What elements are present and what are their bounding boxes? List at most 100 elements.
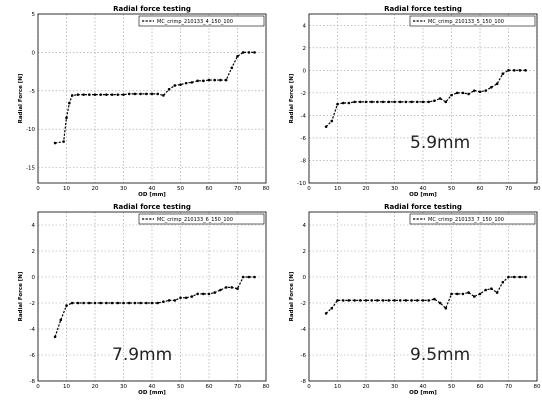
y-axis-label: Radial Force [N] bbox=[289, 73, 295, 123]
data-point bbox=[196, 79, 199, 83]
data-point bbox=[353, 299, 356, 302]
y-tick-label: -5 bbox=[30, 89, 36, 95]
data-point bbox=[467, 291, 470, 294]
y-tick-label: -2 bbox=[301, 91, 306, 97]
data-point bbox=[364, 100, 368, 104]
data-point bbox=[438, 301, 442, 305]
data-point bbox=[59, 318, 63, 322]
y-tick-label: 4 bbox=[32, 223, 36, 229]
data-point bbox=[241, 275, 245, 279]
data-point bbox=[133, 301, 137, 305]
data-point bbox=[150, 301, 154, 305]
y-tick-label: 0 bbox=[32, 275, 36, 281]
y-tick-label: -8 bbox=[30, 379, 36, 385]
y-tick-label: 4 bbox=[303, 23, 307, 29]
y-tick-label: 0 bbox=[303, 275, 307, 281]
y-tick-label: -8 bbox=[301, 158, 307, 164]
data-point bbox=[65, 116, 68, 120]
chart-svg: 0 10 20 30 40 50 60 70 80 -15 -10 -5 0 5 Radial force … bbox=[18, 5, 270, 198]
data-point bbox=[76, 301, 80, 305]
legend-label: MC_crimp_210133_6_150_100 bbox=[157, 217, 233, 223]
data-point bbox=[116, 301, 120, 305]
data-point bbox=[387, 299, 391, 302]
chart-title: Radial force testing bbox=[384, 5, 462, 13]
data-point bbox=[381, 100, 385, 104]
x-tick-label: 60 bbox=[477, 384, 484, 390]
legend-label: MC_crimp_210133_5_150_100 bbox=[428, 19, 504, 25]
x-tick-label: 60 bbox=[206, 186, 213, 192]
data-point bbox=[68, 101, 71, 105]
x-tick-label: 30 bbox=[391, 186, 398, 192]
plot-frame bbox=[37, 13, 267, 184]
x-tick-label: 50 bbox=[448, 186, 455, 192]
annotation-label-chart-2: 7.9mm bbox=[112, 345, 173, 365]
data-point bbox=[145, 92, 148, 96]
data-point bbox=[253, 275, 256, 279]
data-point bbox=[93, 93, 97, 96]
data-point bbox=[190, 81, 194, 84]
data-point bbox=[410, 100, 413, 104]
x-tick-label: 80 bbox=[263, 186, 270, 192]
data-point bbox=[167, 87, 171, 91]
data-point bbox=[370, 100, 373, 104]
plot-frame bbox=[308, 13, 538, 184]
legend-box bbox=[138, 15, 265, 27]
y-axis-label: Radial Force [N] bbox=[18, 73, 24, 123]
x-axis-label: OD [mm] bbox=[409, 192, 437, 198]
y-tick-label: 0 bbox=[303, 68, 307, 74]
data-point bbox=[524, 69, 527, 72]
data-point bbox=[524, 275, 527, 279]
x-tick-label: 40 bbox=[420, 384, 427, 390]
y-tick-label: -2 bbox=[301, 301, 306, 307]
x-tick-label: 40 bbox=[149, 384, 156, 390]
data-point bbox=[53, 335, 57, 339]
x-tick-label: 20 bbox=[92, 384, 99, 390]
data-point bbox=[376, 100, 379, 104]
x-tick-label: 50 bbox=[177, 186, 184, 192]
data-point bbox=[341, 299, 345, 302]
data-point bbox=[202, 79, 205, 83]
x-tick-label: 60 bbox=[206, 384, 213, 390]
data-point bbox=[247, 51, 251, 54]
x-tick-label: 10 bbox=[63, 384, 70, 390]
chart-svg: 0 10 20 30 40 50 60 70 80 -8 -6 -4 -2 0 2 4 Radial force… bbox=[289, 203, 541, 396]
data-point bbox=[184, 296, 188, 300]
legend-label: MC_crimp_210133_4_150_100 bbox=[157, 19, 233, 25]
data-point bbox=[404, 299, 408, 302]
data-point bbox=[162, 94, 165, 97]
y-tick-label: 2 bbox=[32, 249, 36, 255]
data-point bbox=[359, 299, 362, 302]
data-point bbox=[467, 92, 470, 96]
data-point bbox=[213, 78, 216, 82]
data-point bbox=[341, 101, 345, 105]
x-tick-label: 10 bbox=[334, 384, 341, 390]
data-point bbox=[404, 100, 408, 104]
x-tick-label: 0 bbox=[36, 186, 40, 192]
x-tick-label: 70 bbox=[234, 186, 241, 192]
x-tick-label: 40 bbox=[149, 186, 156, 192]
data-point bbox=[82, 93, 85, 96]
x-tick-label: 0 bbox=[307, 384, 311, 390]
data-point bbox=[156, 301, 159, 305]
data-point bbox=[427, 100, 430, 104]
data-point bbox=[127, 92, 131, 96]
data-point bbox=[473, 295, 476, 298]
y-tick-label: 2 bbox=[303, 46, 307, 52]
x-tick-label: 50 bbox=[448, 384, 455, 390]
data-point bbox=[433, 297, 436, 301]
data-point bbox=[173, 84, 177, 87]
data-point bbox=[478, 292, 482, 296]
data-point bbox=[461, 91, 465, 95]
data-point bbox=[324, 125, 328, 128]
data-point bbox=[150, 92, 154, 96]
x-tick-label: 80 bbox=[263, 384, 270, 390]
data-point bbox=[347, 299, 351, 302]
data-point bbox=[484, 89, 487, 92]
data-point bbox=[105, 93, 108, 96]
y-tick-label: -8 bbox=[301, 379, 307, 385]
y-tick-label: -10 bbox=[297, 181, 306, 187]
x-tick-label: 60 bbox=[477, 186, 484, 192]
data-point bbox=[336, 102, 339, 106]
x-tick-label: 10 bbox=[63, 186, 70, 192]
data-point bbox=[105, 301, 108, 305]
